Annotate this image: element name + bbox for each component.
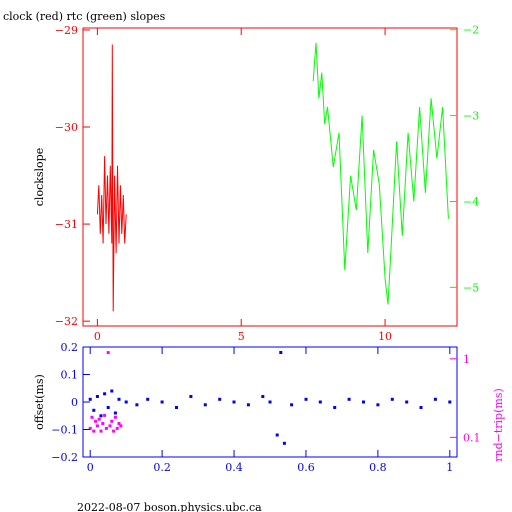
slope-y-axis-label: clockslope: [33, 148, 46, 206]
figure-title: clock (red) rtc (green) slopes: [3, 10, 166, 23]
offset-series-0-point-28: [347, 397, 351, 401]
slope-axis-ticks: 0 5 10 −29 −30 −31 −32 −2 −3 −4 −5: [55, 24, 479, 343]
offset-series-0-point-19: [261, 395, 265, 398]
offset-series-1-point-16: [117, 422, 121, 425]
offset-x-tick-label-5: 1: [446, 461, 453, 474]
offset-x-tick-label-4: 0.8: [369, 461, 387, 474]
slope-series-group: [96, 42, 449, 312]
offset-series-0-point-3: [99, 414, 103, 418]
offset-series-1-point-2: [92, 429, 96, 433]
slope-y-tick-label-1: −30: [55, 121, 78, 134]
offset-y-tick-label-1: 0.1: [61, 369, 79, 382]
offset-series-0-point-18: [246, 403, 250, 407]
offset-series-0-point-0: [88, 397, 92, 401]
offset-series-1-point-17: [119, 424, 123, 428]
slope-x-tick-label-2: 10: [378, 330, 392, 343]
offset-x-tick-label-0: 0: [87, 461, 94, 474]
offset-x-tick-label-1: 0.2: [153, 461, 171, 474]
slope-panel-frame: [82, 27, 458, 327]
offset-series-0-point-33: [419, 406, 423, 409]
slope-y2-tick-label-2: −4: [463, 195, 479, 208]
offset-series-0-point-10: [135, 403, 139, 407]
offset-series-0-point-13: [175, 406, 178, 409]
offset-series-0-point-22: [279, 351, 283, 354]
offset-series-0-point-12: [160, 400, 164, 404]
offset-series-1-point-5: [97, 417, 101, 421]
offset-series-1-point-1: [90, 415, 94, 419]
offset-y2-tick-label-0: 1: [463, 353, 470, 366]
offset-series-0-point-29: [362, 400, 365, 404]
roundtrip-y-axis-label: rnd−trip(ms): [492, 388, 505, 462]
offset-series-0-point-20: [268, 400, 272, 404]
offset-series-1-point-4: [95, 424, 99, 428]
offset-series-1-point-8: [103, 413, 107, 417]
slope-x-tick-label-0: 0: [94, 330, 101, 343]
offset-y-axis-label: offset(ms): [33, 374, 46, 430]
slope-y2-tick-label-3: −5: [463, 281, 479, 294]
offset-series-0-point-17: [232, 400, 236, 404]
slope-y2-tick-label-0: −2: [463, 24, 479, 37]
offset-series-1-point-9: [104, 426, 108, 430]
offset-series-1-point-6: [99, 429, 103, 433]
offset-axis-ticks: 0 0.2 0.4 0.6 0.8 1 0.2 0.1 0 −0.1 −0.2 1 0.1: [51, 341, 480, 474]
offset-series-0-point-24: [290, 403, 294, 407]
offset-y2-tick-label-1: 0.1: [463, 431, 481, 444]
offset-series-0-point-30: [376, 403, 380, 407]
offset-series-1-point-11: [108, 424, 112, 428]
slope-x-tick-label-1: 5: [238, 330, 245, 343]
offset-series-0-point-27: [333, 406, 337, 409]
offset-series-0-point-1: [92, 408, 96, 412]
offset-series-1-point-15: [115, 426, 119, 430]
offset-series-1-point-10: [106, 351, 110, 355]
offset-y-tick-label-3: −0.1: [51, 424, 78, 437]
offset-series-0-point-14: [189, 395, 193, 398]
offset-series-0-point-35: [448, 400, 452, 404]
offset-series-0-point-9: [124, 400, 128, 404]
offset-series-0-point-6: [110, 389, 114, 393]
offset-series-0-point-4: [103, 392, 107, 396]
offset-series-0-point-2: [95, 395, 99, 398]
offset-series-0-point-25: [304, 397, 308, 401]
slope-series-1-line: [312, 42, 449, 305]
offset-series-0-point-5: [106, 406, 110, 409]
offset-series-1-point-12: [110, 419, 114, 423]
offset-series-0-point-15: [203, 403, 207, 407]
offset-panel: 0 0.2 0.4 0.6 0.8 1 0.2 0.1 0 −0.1 −0.2 1 0.1 offset…: [33, 341, 505, 474]
offset-x-tick-label-3: 0.6: [297, 461, 315, 474]
offset-series-0-point-8: [117, 397, 121, 401]
slope-series-0-line: [96, 44, 127, 312]
offset-series-0-point-21: [275, 433, 279, 437]
offset-y-tick-label-4: −0.2: [51, 451, 78, 464]
offset-series-0-point-11: [146, 397, 150, 401]
offset-y-tick-label-2: 0: [71, 396, 78, 409]
offset-series-0-point-7: [113, 411, 117, 415]
slope-y2-tick-label-1: −3: [463, 110, 479, 123]
footer-text: 2022-08-07 boson.physics.ubc.ca: [77, 501, 262, 512]
offset-series-1-point-13: [112, 429, 116, 433]
offset-series-0-point-32: [405, 400, 409, 404]
offset-series-0-point-26: [318, 400, 322, 404]
slope-y-tick-label-0: −29: [55, 24, 78, 37]
offset-series-1-point-3: [94, 419, 98, 423]
offset-series-1-point-7: [101, 422, 105, 425]
offset-x-tick-label-2: 0.4: [225, 461, 243, 474]
slope-y-tick-label-2: −31: [55, 218, 78, 231]
offset-series-0-point-31: [390, 397, 394, 401]
offset-series-1-point-0: [88, 426, 92, 430]
offset-series-1-point-14: [113, 415, 117, 419]
offset-series-0-point-34: [433, 397, 437, 401]
slope-y-tick-label-3: −32: [55, 315, 78, 328]
offset-series-group: [88, 351, 452, 445]
slope-panel: 0 5 10 −29 −30 −31 −32 −2 −3 −4 −5 clockslope: [33, 24, 479, 343]
offset-y-tick-label-0: 0.2: [61, 341, 79, 354]
offset-series-0-point-16: [218, 397, 222, 401]
offset-series-0-point-23: [282, 441, 286, 445]
